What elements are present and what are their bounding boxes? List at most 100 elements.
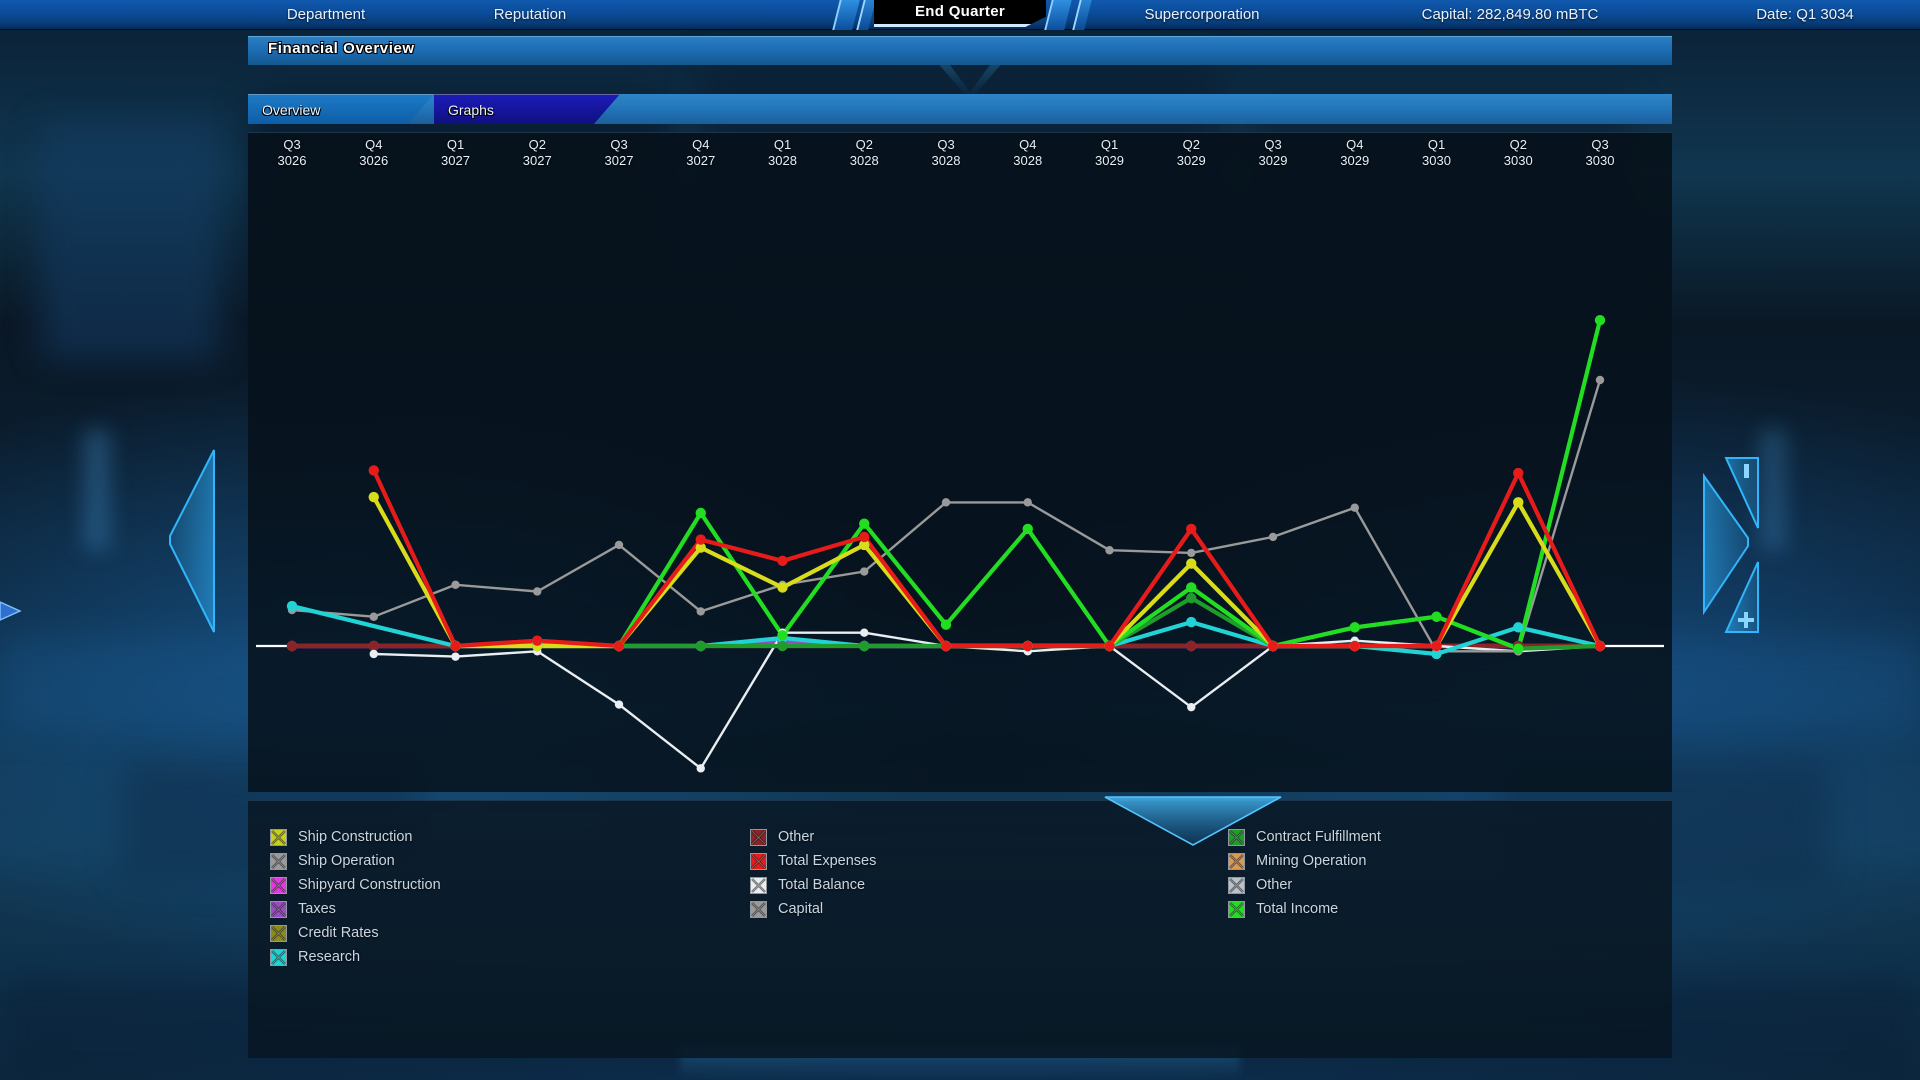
legend-item[interactable]: Ship Construction [270,825,441,849]
chart-data-point[interactable] [859,518,870,529]
chart-data-point[interactable] [450,640,461,652]
chart-data-point[interactable] [613,640,625,652]
chart-data-point[interactable] [695,534,706,545]
legend-swatch[interactable] [750,876,767,894]
chart-data-point[interactable] [859,531,870,543]
chart-data-point[interactable] [695,507,706,519]
legend-item[interactable]: Total Expenses [750,849,876,873]
legend-item[interactable]: Total Income [1228,897,1381,921]
chart-data-point[interactable] [777,582,788,593]
chart-data-point[interactable] [696,607,705,616]
chart-data-point[interactable] [614,540,624,550]
legend-swatch[interactable] [270,948,287,966]
legend-item[interactable]: Taxes [270,897,441,921]
legend-item[interactable]: Shipyard Construction [270,873,441,897]
chart-data-point[interactable] [1187,702,1196,712]
chart-data-point[interactable] [1268,532,1278,542]
chart-data-point[interactable] [451,652,460,661]
legend-swatch[interactable] [270,876,287,894]
chart-data-point[interactable] [1186,523,1197,535]
chart-data-point[interactable] [1022,523,1033,535]
chart-data-point[interactable] [695,640,706,652]
chart-data-point[interactable] [1267,640,1279,652]
chart-plot-area[interactable] [248,183,1672,793]
legend-item[interactable]: Credit Rates [270,921,441,945]
chart-data-point[interactable] [1431,611,1442,622]
chart-data-point[interactable] [1594,314,1606,326]
legend-swatch[interactable] [750,852,767,870]
legend-item[interactable]: Capital [750,897,876,921]
legend-swatch[interactable] [270,900,287,918]
chart-data-point[interactable] [1349,622,1360,633]
legend-item[interactable]: Mining Operation [1228,849,1381,873]
chart-data-point[interactable] [1350,503,1359,512]
chevron-left-icon[interactable] [168,448,216,634]
chart-data-point[interactable] [368,491,379,503]
chart-data-point[interactable] [368,465,379,476]
chart-data-point[interactable] [614,700,624,709]
chart-data-point[interactable] [1513,497,1524,508]
chart-data-point[interactable] [451,580,460,590]
chart-data-point[interactable] [695,542,706,553]
chart-data-point[interactable] [859,640,870,652]
chart-data-point[interactable] [369,649,378,659]
legend-swatch[interactable] [270,828,287,846]
tab-overview[interactable]: Overview [248,94,434,124]
legend-swatch[interactable] [750,900,767,918]
chart-data-point[interactable] [1513,643,1524,654]
chart-data-point[interactable] [1595,375,1605,385]
chart-data-point[interactable] [696,764,705,773]
chart-data-point[interactable] [368,640,379,652]
chart-data-point[interactable] [940,640,952,652]
chart-data-point[interactable] [941,498,951,507]
nav-department[interactable]: Department [286,6,366,23]
chart-data-point[interactable] [940,619,952,630]
legend-swatch[interactable] [750,828,767,846]
legend-swatch[interactable] [1228,876,1245,894]
legend-swatch[interactable] [270,924,287,942]
legend-item[interactable]: Ship Operation [270,849,441,873]
chart-data-point[interactable] [286,640,298,652]
legend-swatch[interactable] [1228,900,1245,918]
chart-data-point[interactable] [1186,582,1197,593]
chart-data-point[interactable] [1186,558,1197,569]
legend-item[interactable]: Contract Fulfillment [1228,825,1381,849]
chart-data-point[interactable] [860,628,869,637]
chart-data-point[interactable] [1186,616,1197,628]
chart-data-point[interactable] [1431,648,1442,660]
end-quarter-button[interactable]: End Quarter [832,0,1092,30]
legend-item[interactable]: Other [1228,873,1381,897]
legend-swatch[interactable] [1228,828,1245,846]
legend-swatch[interactable] [1228,852,1245,870]
chart-data-point[interactable] [1186,640,1197,652]
chart-data-point[interactable] [532,635,543,646]
chart-data-point[interactable] [1431,640,1442,652]
chart-data-point[interactable] [1022,640,1033,652]
chart-data-point[interactable] [533,587,542,596]
chart-data-point[interactable] [1594,640,1606,652]
chart-data-point[interactable] [859,539,870,551]
chart-data-point[interactable] [777,555,788,567]
chart-data-point[interactable] [1105,546,1114,555]
chart-data-point[interactable] [1023,498,1032,507]
chart-data-point[interactable] [1187,548,1196,558]
chart-data-point[interactable] [1349,640,1360,652]
chart-data-point[interactable] [369,612,378,621]
chevron-down-icon[interactable] [1103,795,1283,847]
legend-item[interactable]: Total Balance [750,873,876,897]
chart-data-point[interactable] [777,630,788,641]
legend-swatch[interactable] [270,852,287,870]
legend-item[interactable]: Other [750,825,876,849]
chevron-right-small-icon[interactable] [0,598,26,624]
nav-reputation[interactable]: Reputation [493,6,567,23]
chart-data-point[interactable] [1104,640,1115,652]
chart-data-point[interactable] [1513,467,1524,479]
chart-data-point[interactable] [286,600,298,612]
chart-data-point[interactable] [777,640,788,652]
tab-graphs[interactable]: Graphs [434,94,620,124]
chart-data-point[interactable] [1513,622,1524,633]
legend-item[interactable]: Research [270,945,441,969]
right-nav-controls[interactable] [1700,432,1788,652]
chart-data-point[interactable] [1186,592,1197,604]
chart-data-point[interactable] [860,567,869,576]
